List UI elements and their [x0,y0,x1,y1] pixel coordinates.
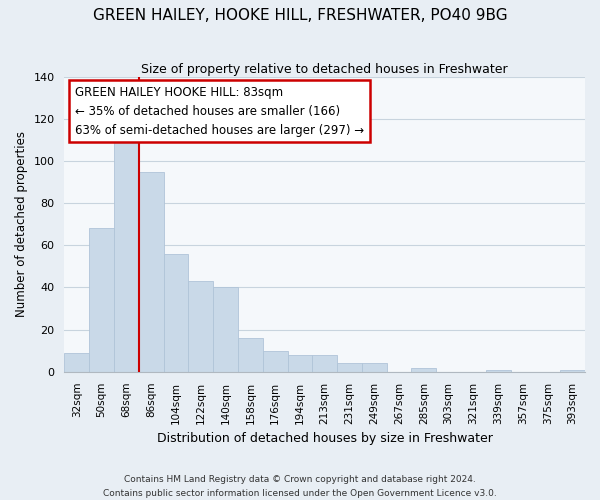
Bar [313,355,337,372]
Bar [64,353,89,372]
Bar [114,138,139,372]
Bar [213,288,238,372]
X-axis label: Distribution of detached houses by size in Freshwater: Distribution of detached houses by size … [157,432,493,445]
Bar [139,172,164,372]
Text: GREEN HAILEY, HOOKE HILL, FRESHWATER, PO40 9BG: GREEN HAILEY, HOOKE HILL, FRESHWATER, PO… [92,8,508,22]
Bar [362,364,386,372]
Y-axis label: Number of detached properties: Number of detached properties [15,131,28,317]
Bar [263,350,287,372]
Bar [337,364,362,372]
Bar [486,370,511,372]
Title: Size of property relative to detached houses in Freshwater: Size of property relative to detached ho… [142,62,508,76]
Text: GREEN HAILEY HOOKE HILL: 83sqm
← 35% of detached houses are smaller (166)
63% of: GREEN HAILEY HOOKE HILL: 83sqm ← 35% of … [75,86,364,136]
Bar [560,370,585,372]
Bar [164,254,188,372]
Bar [238,338,263,372]
Text: Contains HM Land Registry data © Crown copyright and database right 2024.
Contai: Contains HM Land Registry data © Crown c… [103,476,497,498]
Bar [287,355,313,372]
Bar [412,368,436,372]
Bar [188,281,213,372]
Bar [89,228,114,372]
